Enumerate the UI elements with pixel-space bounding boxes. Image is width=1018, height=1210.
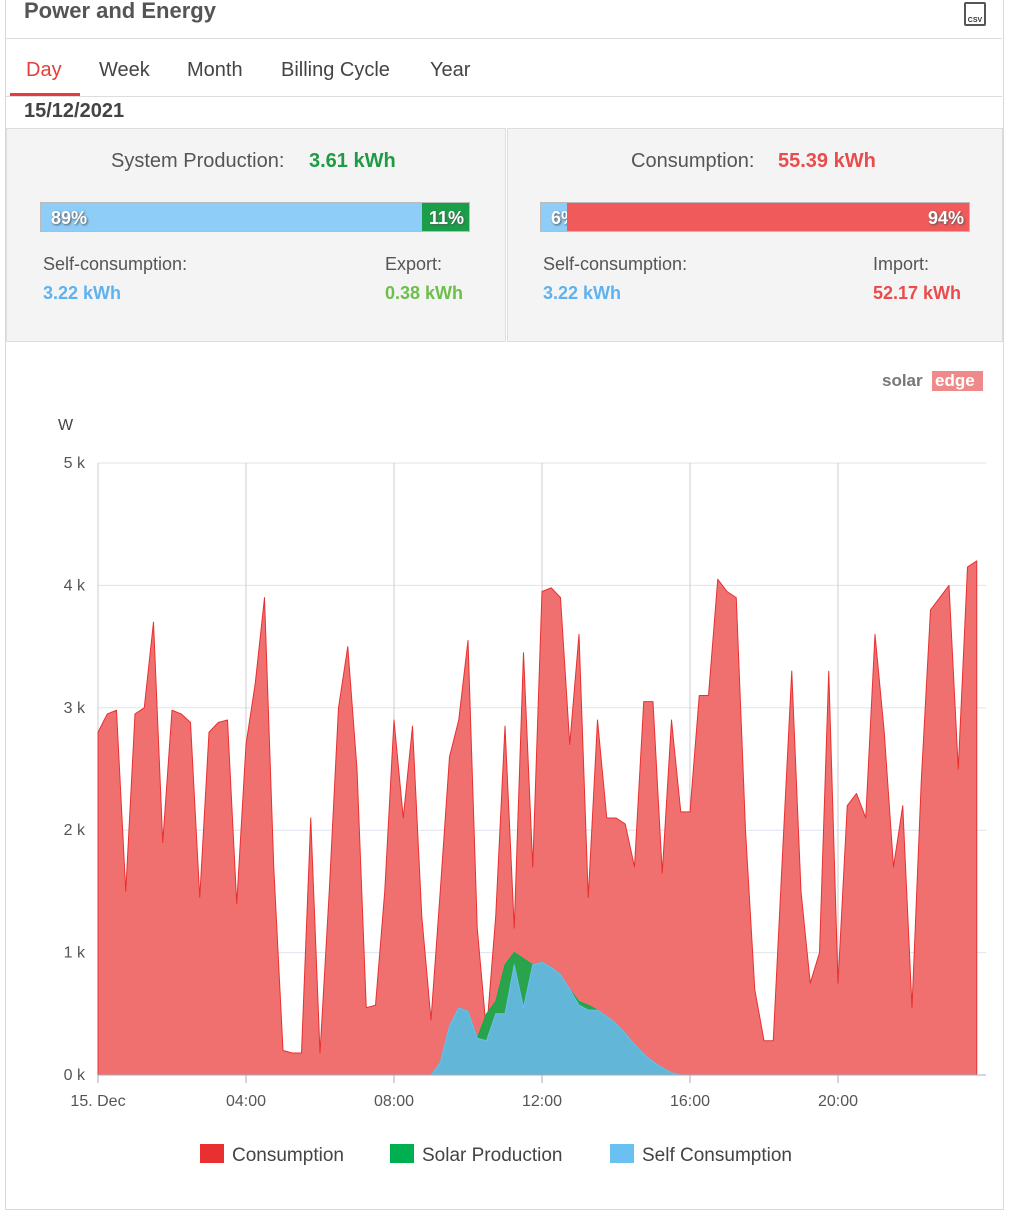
legend-swatch [200,1144,224,1163]
y-tick-label: 2 k [64,822,86,839]
bar-label: 94% [927,208,964,228]
consumption-bar: 6% 94% [540,202,970,232]
bar-segment [421,203,469,231]
bar-label: 89% [51,208,88,228]
self-consumption-label: Self-consumption: [543,254,688,274]
self-consumption-value: 3.22 kWh [43,283,122,303]
legend-label: Self Consumption [642,1145,792,1166]
divider [6,38,1002,39]
legend-label: Consumption [232,1145,344,1166]
logo-solar: solar [882,371,923,390]
y-tick-label: 1 k [64,945,86,962]
csv-download[interactable]: CSV [964,2,986,26]
y-tick-label: 0 k [64,1067,86,1084]
tab[interactable]: Week [99,59,150,81]
bar-segment [566,203,969,231]
export-value: 0.38 kWh [385,283,464,303]
self-consumption-value: 3.22 kWh [543,283,622,303]
area [97,560,978,1076]
active-tab-indicator [10,93,80,97]
logo-edge: edge [935,371,975,390]
bar-segment [41,203,422,231]
consumption-label: Consumption: [631,150,755,172]
tab[interactable]: Day [26,59,62,81]
x-tick-label: 20:00 [818,1093,858,1110]
legend-swatch [610,1144,634,1163]
y-tick-label: 4 k [64,577,86,594]
logo-badge [932,371,983,391]
tab[interactable]: Billing Cycle [281,59,390,81]
date: 15/12/2021 [24,100,125,122]
production-total: 3.61 kWh [309,150,396,172]
y-axis-label: W [58,417,74,434]
bar-segment [541,203,567,231]
legend-label: Solar Production [422,1145,562,1166]
production-panel [6,128,506,342]
tab[interactable]: Year [430,59,471,81]
y-tick-label: 5 k [64,455,86,472]
x-tick-label: 15. Dec [70,1093,125,1110]
tab[interactable]: Month [187,59,243,81]
production-label: System Production: [111,150,285,172]
chart: solar edge W 0 k 1 k 2 k 3 k 4 k 5 k 15. Dec 04… [58,371,986,1166]
legend-swatch [390,1144,414,1163]
x-tick-label: 12:00 [522,1093,562,1110]
import-label: Import: [873,254,930,274]
export-label: Export: [385,254,443,274]
x-tick-label: 08:00 [374,1093,414,1110]
import-value: 52.17 kWh [873,283,962,303]
bar-label: 11% [428,208,464,228]
x-tick-label: 16:00 [670,1093,710,1110]
production-bar: 89% 11% [40,202,470,232]
x-tick-label: 04:00 [226,1093,266,1110]
consumption-total: 55.39 kWh [778,150,876,172]
consumption-panel [507,128,1003,342]
self-consumption-label: Self-consumption: [43,254,188,274]
widget-title: Power and Energy [24,0,216,23]
divider [6,96,1002,97]
y-tick-label: 3 k [64,700,86,717]
